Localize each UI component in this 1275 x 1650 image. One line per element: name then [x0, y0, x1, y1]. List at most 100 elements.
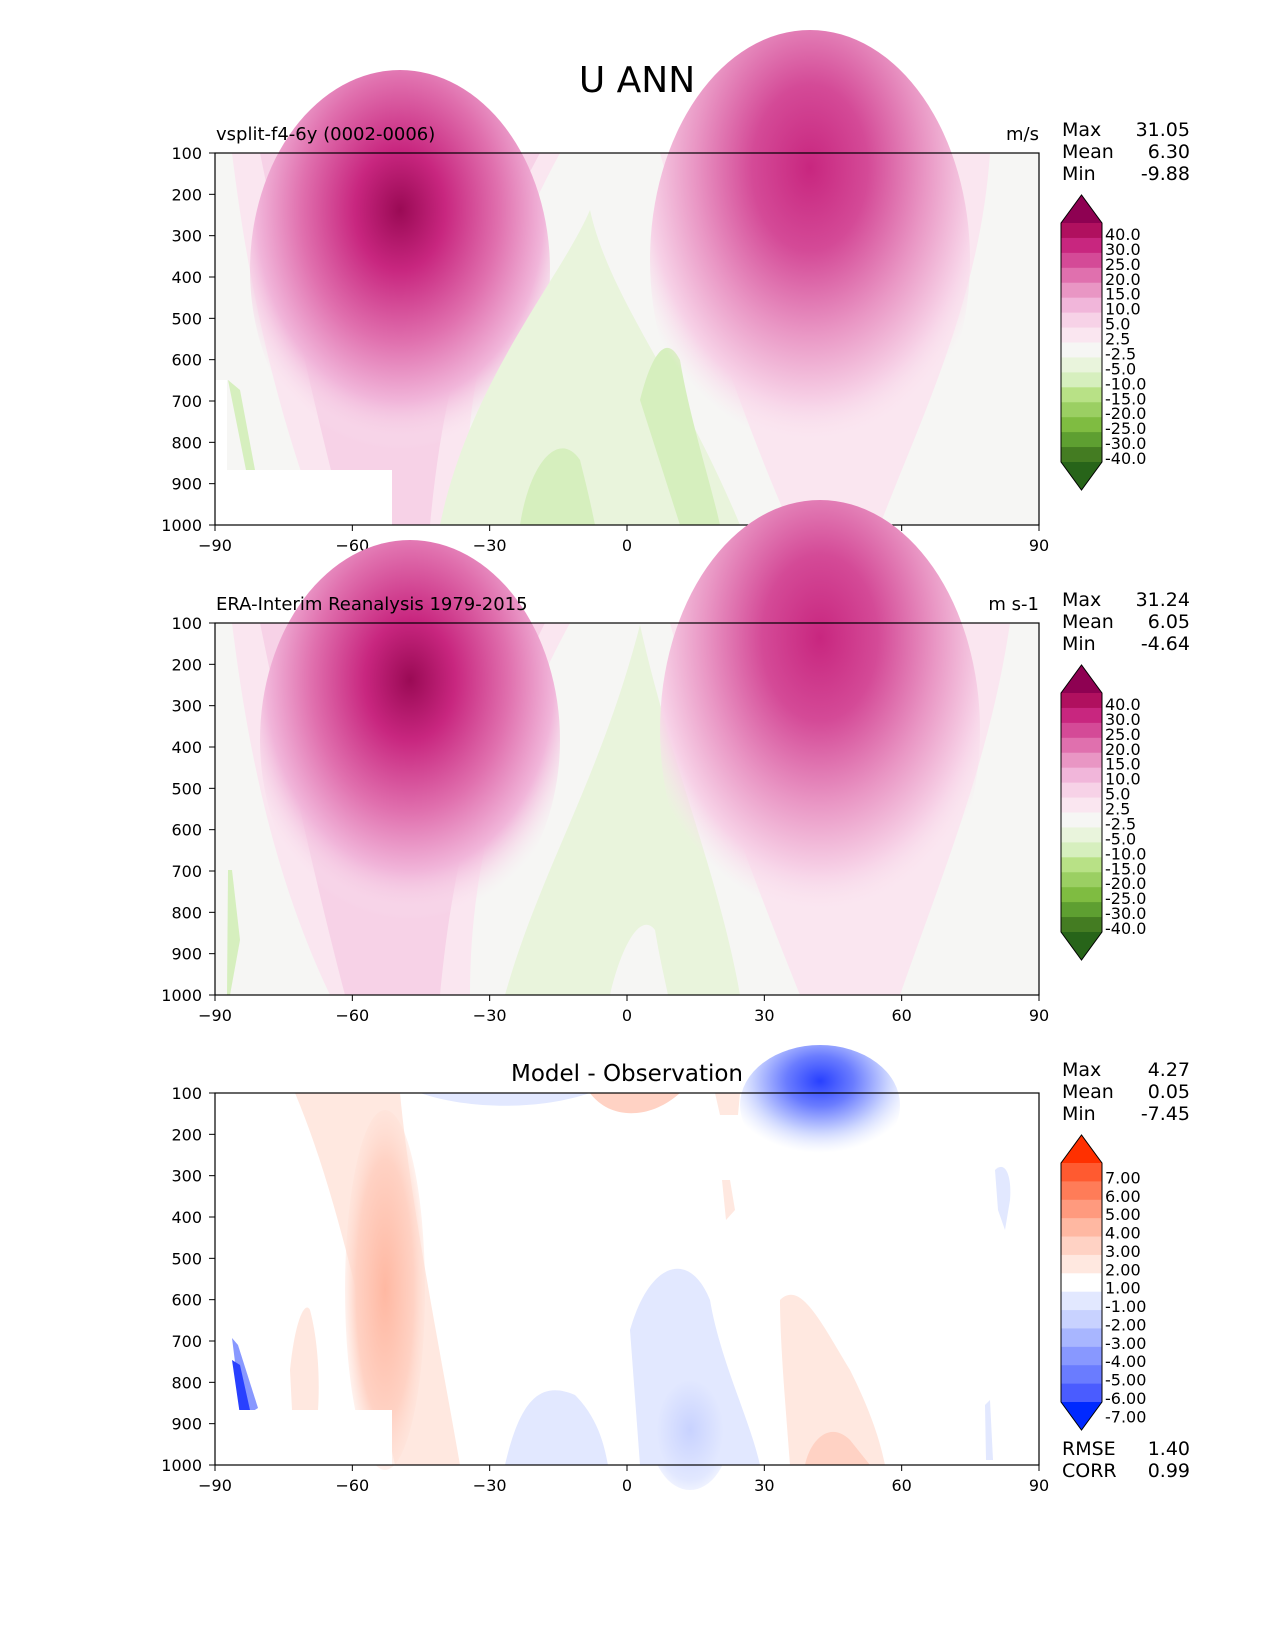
colorbar-label: 2.00 [1105, 1260, 1141, 1279]
stat-value: 0.99 [1148, 1460, 1190, 1482]
y-tick-label: 100 [171, 144, 202, 163]
x-tick-label: −60 [335, 1476, 369, 1495]
stat-value: -4.64 [1141, 633, 1190, 655]
stat-value: 6.05 [1148, 611, 1190, 633]
x-tick-label: 0 [622, 1476, 632, 1495]
y-tick-label: 600 [171, 351, 202, 370]
colorbar-label: 20.0 [1105, 740, 1141, 759]
panel-model-units: m/s [1006, 124, 1039, 145]
x-tick-label: −30 [473, 1006, 507, 1025]
panel-diff: Model - Observation 10020030040050060070… [161, 1045, 1190, 1495]
colorbar-segment [1061, 1310, 1102, 1329]
stat-label: Mean [1062, 1081, 1114, 1103]
colorbar-extend-bottom [1061, 1402, 1102, 1430]
colorbar-label: -15.0 [1105, 389, 1146, 408]
stat-value: 31.05 [1136, 119, 1190, 141]
panel-diff-stats: Max 4.27 Mean 0.05 Min -7.45 [1062, 1059, 1190, 1125]
x-tick-label: 30 [754, 1006, 774, 1025]
panel-obs-y-axis: 100 200 300 400 500 600 700 800 900 1000 [161, 614, 215, 1005]
colorbar-label: -7.00 [1105, 1407, 1146, 1426]
colorbar-label: -30.0 [1105, 434, 1146, 453]
panel-diff-y-axis: 100 200 300 400 500 600 700 800 900 1000 [161, 1084, 215, 1475]
colorbar-segment [1061, 237, 1102, 254]
y-tick-label: 200 [171, 185, 202, 204]
colorbar-label: 2.5 [1105, 330, 1130, 349]
colorbar-segment [1061, 1236, 1102, 1256]
colorbar-label: -20.0 [1105, 874, 1146, 893]
y-tick-label: 500 [171, 779, 202, 798]
colorbar-label: -25.0 [1105, 889, 1146, 908]
colorbar-segment [1061, 737, 1102, 754]
colorbar-segment [1061, 707, 1102, 724]
colorbar-segment [1061, 797, 1102, 813]
panel-diff-colorbar: 7.006.005.004.003.002.001.00-1.00-2.00-3… [1060, 1134, 1146, 1431]
colorbar-segment [1061, 372, 1102, 388]
colorbar-label: -10.0 [1105, 374, 1146, 393]
y-tick-label: 1000 [161, 1456, 202, 1475]
panel-obs-colorbar: 40.030.025.020.015.010.05.02.5-2.5-5.0-1… [1060, 664, 1146, 961]
colorbar-label: -10.0 [1105, 844, 1146, 863]
panel-model-colorbar: 40.030.025.020.015.010.05.02.5-2.5-5.0-1… [1060, 194, 1146, 491]
colorbar-segment [1061, 872, 1102, 888]
colorbar-segment [1061, 1328, 1102, 1348]
colorbar-label: -3.00 [1105, 1334, 1146, 1353]
colorbar-segment [1061, 1218, 1102, 1238]
panel-obs-x-axis: −90 −60 −30 0 30 60 90 [198, 995, 1049, 1025]
colorbar-segment [1061, 417, 1102, 433]
stat-value: 4.27 [1148, 1059, 1190, 1081]
panel-model-field [215, 30, 990, 525]
colorbar-segment [1061, 1273, 1102, 1293]
colorbar-segment [1061, 1383, 1102, 1403]
stat-label: Mean [1062, 611, 1114, 633]
y-tick-label: 700 [171, 392, 202, 411]
x-tick-label: −60 [335, 1006, 369, 1025]
colorbar-segment [1061, 1181, 1102, 1201]
y-tick-label: 200 [171, 655, 202, 674]
colorbar-segment [1061, 1199, 1102, 1219]
colorbar-label: 3.00 [1105, 1242, 1141, 1261]
stat-label: CORR [1062, 1460, 1117, 1482]
y-tick-label: 900 [171, 475, 202, 494]
panel-diff-x-axis: −90 −60 −30 0 30 60 90 [198, 1465, 1049, 1495]
stat-value: 31.24 [1136, 589, 1190, 611]
colorbar-label: 10.0 [1105, 770, 1141, 789]
colorbar-extend-bottom [1061, 932, 1102, 960]
colorbar-label: 2.5 [1105, 800, 1130, 819]
y-tick-label: 500 [171, 309, 202, 328]
y-tick-label: 600 [171, 821, 202, 840]
colorbar-segment [1061, 1291, 1102, 1311]
y-tick-label: 500 [171, 1249, 202, 1268]
x-tick-label: 30 [754, 1476, 774, 1495]
panel-model: vsplit-f4-6y (0002-0006) m/s 100 200 300 40… [161, 30, 1190, 555]
x-tick-label: 60 [891, 1476, 911, 1495]
panel-diff-title: Model - Observation [511, 1061, 743, 1087]
colorbar-label: -1.00 [1105, 1297, 1146, 1316]
colorbar-label: 15.0 [1105, 285, 1141, 304]
y-tick-label: 700 [171, 1332, 202, 1351]
x-tick-label: 0 [622, 1006, 632, 1025]
y-tick-label: 800 [171, 433, 202, 452]
colorbar-segment [1061, 342, 1102, 358]
x-tick-label: 0 [622, 536, 632, 555]
colorbar-label: -40.0 [1105, 449, 1146, 468]
colorbar-label: -2.00 [1105, 1315, 1146, 1334]
y-tick-label: 400 [171, 268, 202, 287]
colorbar-segment [1061, 827, 1102, 843]
colorbar-label: 1.00 [1105, 1279, 1141, 1298]
x-tick-label: 60 [891, 1006, 911, 1025]
colorbar-label: 30.0 [1105, 710, 1141, 729]
colorbar-label: -2.5 [1105, 344, 1136, 363]
colorbar-label: 5.00 [1105, 1205, 1141, 1224]
colorbar-label: 5.0 [1105, 785, 1130, 804]
colorbar-segment [1061, 842, 1102, 858]
colorbar-segment [1061, 857, 1102, 873]
y-tick-label: 800 [171, 903, 202, 922]
y-tick-label: 900 [171, 945, 202, 964]
panel-model-stats: Max 31.05 Mean 6.30 Min -9.88 [1062, 119, 1190, 185]
colorbar-label: -5.0 [1105, 829, 1136, 848]
colorbar-segment [1061, 297, 1102, 314]
colorbar-segment [1061, 312, 1102, 329]
colorbar-segment [1061, 282, 1102, 299]
colorbar-segment [1061, 447, 1102, 463]
